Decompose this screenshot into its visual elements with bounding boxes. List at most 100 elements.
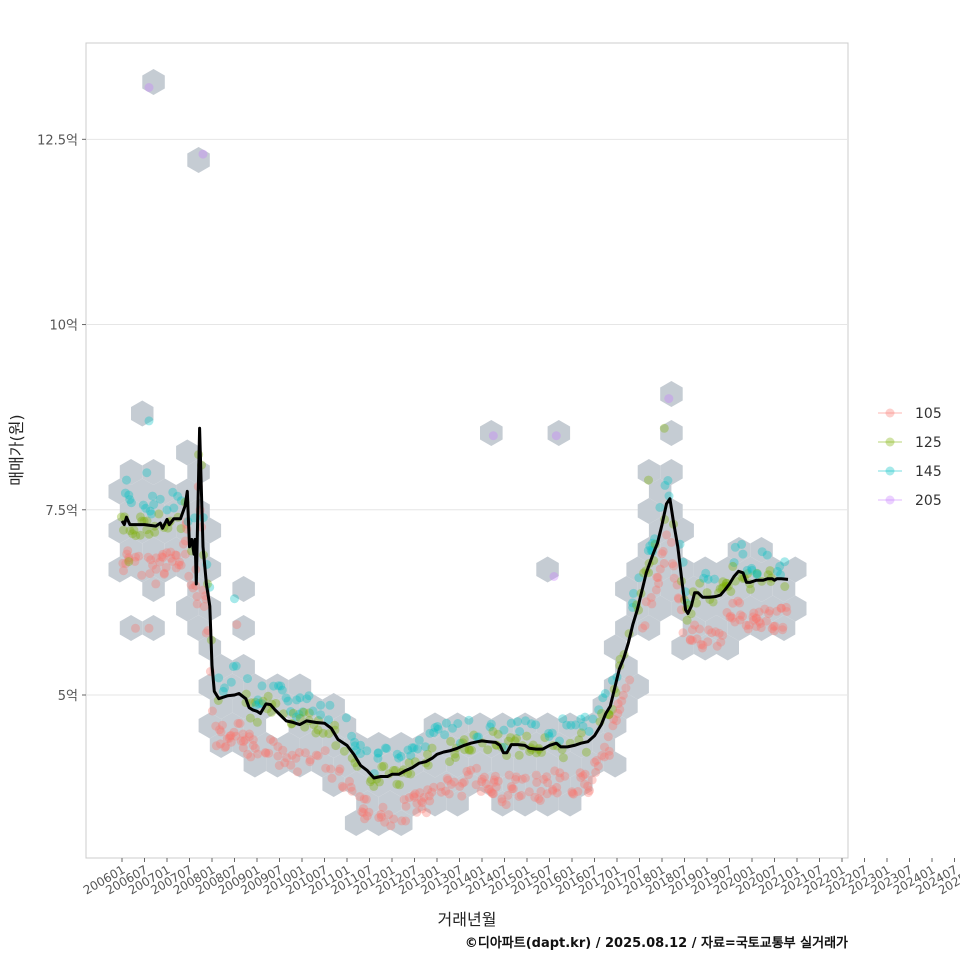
data-point <box>451 753 460 762</box>
data-point <box>350 737 359 747</box>
trend-line-layer <box>120 426 789 780</box>
hexbin-cell <box>682 615 706 641</box>
x-axis-ticks: 2006012006072007012007072008012008072009… <box>81 858 960 898</box>
y-tick-label: 7.5억 <box>45 504 78 519</box>
data-point <box>244 729 254 739</box>
data-point <box>392 779 402 789</box>
data-point <box>699 573 709 583</box>
data-point <box>659 558 669 568</box>
hexbin-cell <box>468 712 492 739</box>
data-point <box>733 596 743 606</box>
data-point <box>176 496 186 506</box>
data-point <box>215 739 225 749</box>
data-point <box>337 781 347 791</box>
data-point <box>226 677 236 687</box>
y-tick-label: 10억 <box>49 319 78 334</box>
hexbin-cell <box>164 537 188 563</box>
data-point <box>615 704 625 714</box>
data-point <box>277 685 287 695</box>
data-point <box>158 552 168 562</box>
data-point <box>326 764 336 774</box>
hexbin-cell <box>322 732 345 758</box>
hexbin-cell <box>671 634 694 661</box>
data-point <box>524 787 534 797</box>
data-point <box>485 722 495 732</box>
data-point <box>442 774 452 783</box>
data-point <box>466 765 476 775</box>
hexbin-cell <box>423 790 447 817</box>
data-point <box>697 643 707 653</box>
data-point <box>150 527 160 537</box>
data-point <box>151 564 161 574</box>
data-point <box>690 620 700 630</box>
data-point <box>687 625 697 635</box>
data-point <box>643 546 653 556</box>
data-point <box>741 620 751 630</box>
hexbin-cell <box>288 751 312 778</box>
data-point <box>430 723 440 732</box>
data-point <box>727 613 737 623</box>
data-point <box>547 728 557 738</box>
data-point <box>360 814 370 824</box>
hexbin-cell <box>660 576 683 602</box>
data-point <box>191 581 201 591</box>
data-point <box>423 749 432 759</box>
data-point <box>124 555 134 565</box>
data-point <box>757 547 767 557</box>
data-point <box>157 552 167 562</box>
data-point <box>479 772 489 782</box>
hexbin-cell <box>333 712 357 739</box>
data-point <box>386 821 396 831</box>
data-point <box>199 602 209 611</box>
data-point <box>770 621 780 631</box>
data-point <box>327 773 337 783</box>
data-point <box>135 512 145 522</box>
data-point <box>192 592 202 601</box>
data-point <box>660 480 670 490</box>
data-point <box>511 775 521 784</box>
data-point <box>253 749 263 759</box>
hexbin-cell <box>513 751 537 778</box>
legend-key-dot <box>885 466 895 476</box>
data-point <box>754 617 764 626</box>
data-point <box>403 745 413 755</box>
hexbin-cell <box>221 712 244 739</box>
hexbin-cell <box>513 790 537 817</box>
data-point <box>245 713 255 723</box>
legend-key-dot <box>885 408 895 418</box>
data-point <box>576 772 586 782</box>
data-point <box>532 777 542 787</box>
data-point <box>382 744 392 753</box>
hexbin-cell <box>378 751 402 778</box>
data-point <box>464 745 474 754</box>
data-point <box>163 523 173 533</box>
data-point <box>531 770 541 780</box>
data-point <box>580 769 590 779</box>
data-point <box>278 745 288 755</box>
hexbin-cell <box>525 771 548 797</box>
data-point <box>754 607 764 617</box>
data-point <box>569 789 578 799</box>
hexbin-cell <box>772 576 796 602</box>
data-point <box>394 753 404 763</box>
data-point <box>669 561 679 571</box>
data-point <box>305 757 315 767</box>
data-point <box>696 639 706 649</box>
data-point <box>291 712 301 722</box>
y-axis-ticks: 5억 7.5억 10억 12.5억 <box>37 133 86 704</box>
hexbin-cell <box>637 537 661 563</box>
hexbin-cell <box>401 790 424 817</box>
data-point <box>714 628 724 638</box>
data-point <box>180 536 190 546</box>
data-point <box>345 776 354 786</box>
data-point <box>544 731 554 741</box>
data-point <box>166 553 176 563</box>
data-point <box>487 789 497 799</box>
data-point <box>404 758 414 768</box>
hexbin-cell <box>198 712 222 739</box>
hexbin-cell <box>739 595 762 622</box>
data-point <box>325 700 335 710</box>
data-point <box>593 761 603 771</box>
data-point <box>581 747 591 757</box>
hexbin-cell <box>232 576 255 602</box>
